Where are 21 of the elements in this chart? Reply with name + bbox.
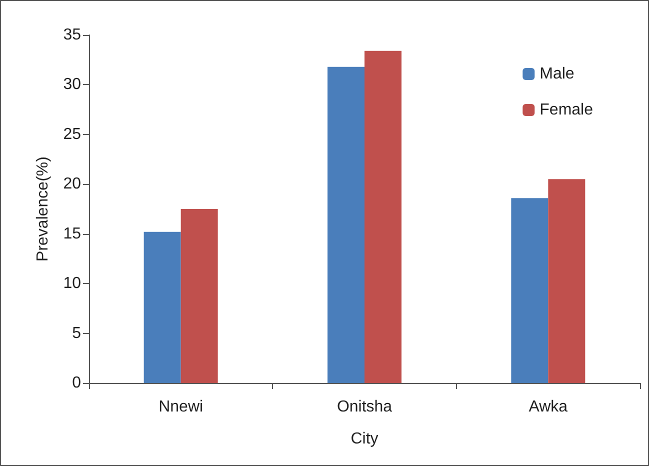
y-axis-title: Prevalence(%) xyxy=(34,156,52,262)
y-tick-label: 15 xyxy=(63,225,82,242)
legend-label: Female xyxy=(540,102,594,118)
y-tick-label: 35 xyxy=(63,26,82,44)
x-axis-title: City xyxy=(350,430,378,448)
y-tick-label: 5 xyxy=(72,324,82,342)
y-tick-label: 0 xyxy=(72,374,82,392)
bar xyxy=(180,209,218,383)
bar xyxy=(144,232,181,383)
y-tick-label: 30 xyxy=(63,76,82,94)
x-tick-label: Awka xyxy=(528,398,568,416)
x-tick-label: Nnewi xyxy=(158,398,204,416)
bar xyxy=(364,50,402,383)
y-tick-label: 20 xyxy=(63,176,82,193)
bar xyxy=(328,66,364,383)
y-tick-label: 10 xyxy=(63,275,82,292)
bar xyxy=(548,179,586,383)
y-tick-label: 25 xyxy=(63,126,82,143)
x-tick-label: Onitsha xyxy=(336,398,392,416)
bar xyxy=(511,198,548,383)
legend-label: Male xyxy=(540,66,574,82)
